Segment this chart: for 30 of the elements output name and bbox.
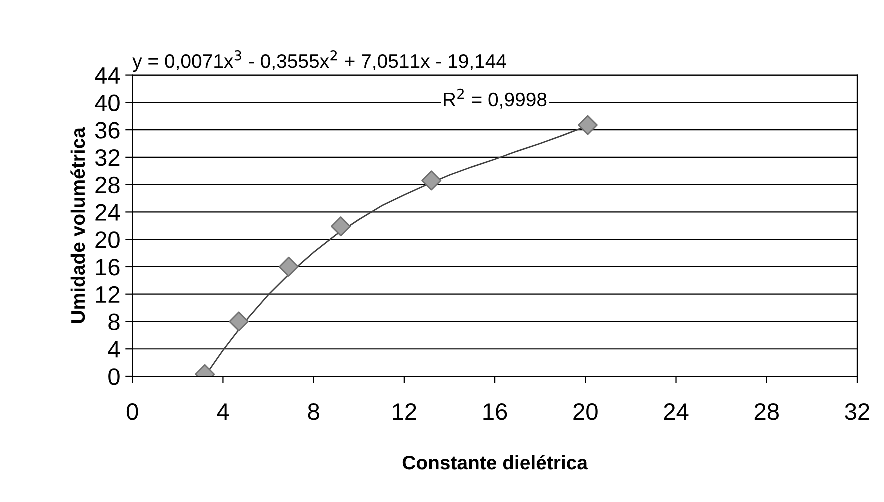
y-tick-label: 8 bbox=[108, 314, 120, 331]
text: y = 0,0071x$^{3}$ - 0,3555x$^{2}$ + 7,0511x - 19,144 bbox=[132, 50, 506, 72]
x-tick-label: 12 bbox=[393, 404, 416, 420]
x-axis-title: Constante dielétrica bbox=[402, 455, 588, 470]
y-axis-title: Umidade volumétrica bbox=[70, 127, 86, 324]
point bbox=[578, 115, 598, 136]
y-tick-label: 16 bbox=[96, 259, 120, 276]
point bbox=[330, 216, 352, 237]
annotation: R$^{2}$ = 0,9998 bbox=[444, 88, 547, 109]
y-tick-label: 28 bbox=[96, 176, 120, 194]
y-tick-label: 4 bbox=[108, 341, 120, 358]
point bbox=[278, 256, 299, 277]
x-tick-label: 24 bbox=[664, 404, 689, 420]
y-tick-label: 24 bbox=[96, 204, 120, 221]
y-tick-label: 40 bbox=[95, 94, 120, 112]
x-tick-label: 28 bbox=[754, 404, 779, 420]
x-tick-label: 8 bbox=[308, 404, 320, 420]
y-tick-label: 32 bbox=[95, 150, 120, 166]
x-tick-label: 4 bbox=[217, 404, 230, 420]
y-tick-label: 36 bbox=[95, 122, 120, 139]
x-tick-label: 16 bbox=[484, 404, 508, 420]
point bbox=[229, 312, 250, 332]
x-tick-label: 32 bbox=[845, 404, 870, 420]
x-tick-label: 20 bbox=[574, 404, 598, 420]
point bbox=[422, 170, 442, 191]
y-tick-label: 20 bbox=[96, 232, 120, 248]
y-tick-label: 0 bbox=[108, 368, 120, 386]
y-tick-label: 44 bbox=[95, 68, 120, 84]
y-tick-label: 12 bbox=[96, 286, 120, 303]
x-tick-label: 0 bbox=[126, 404, 138, 420]
